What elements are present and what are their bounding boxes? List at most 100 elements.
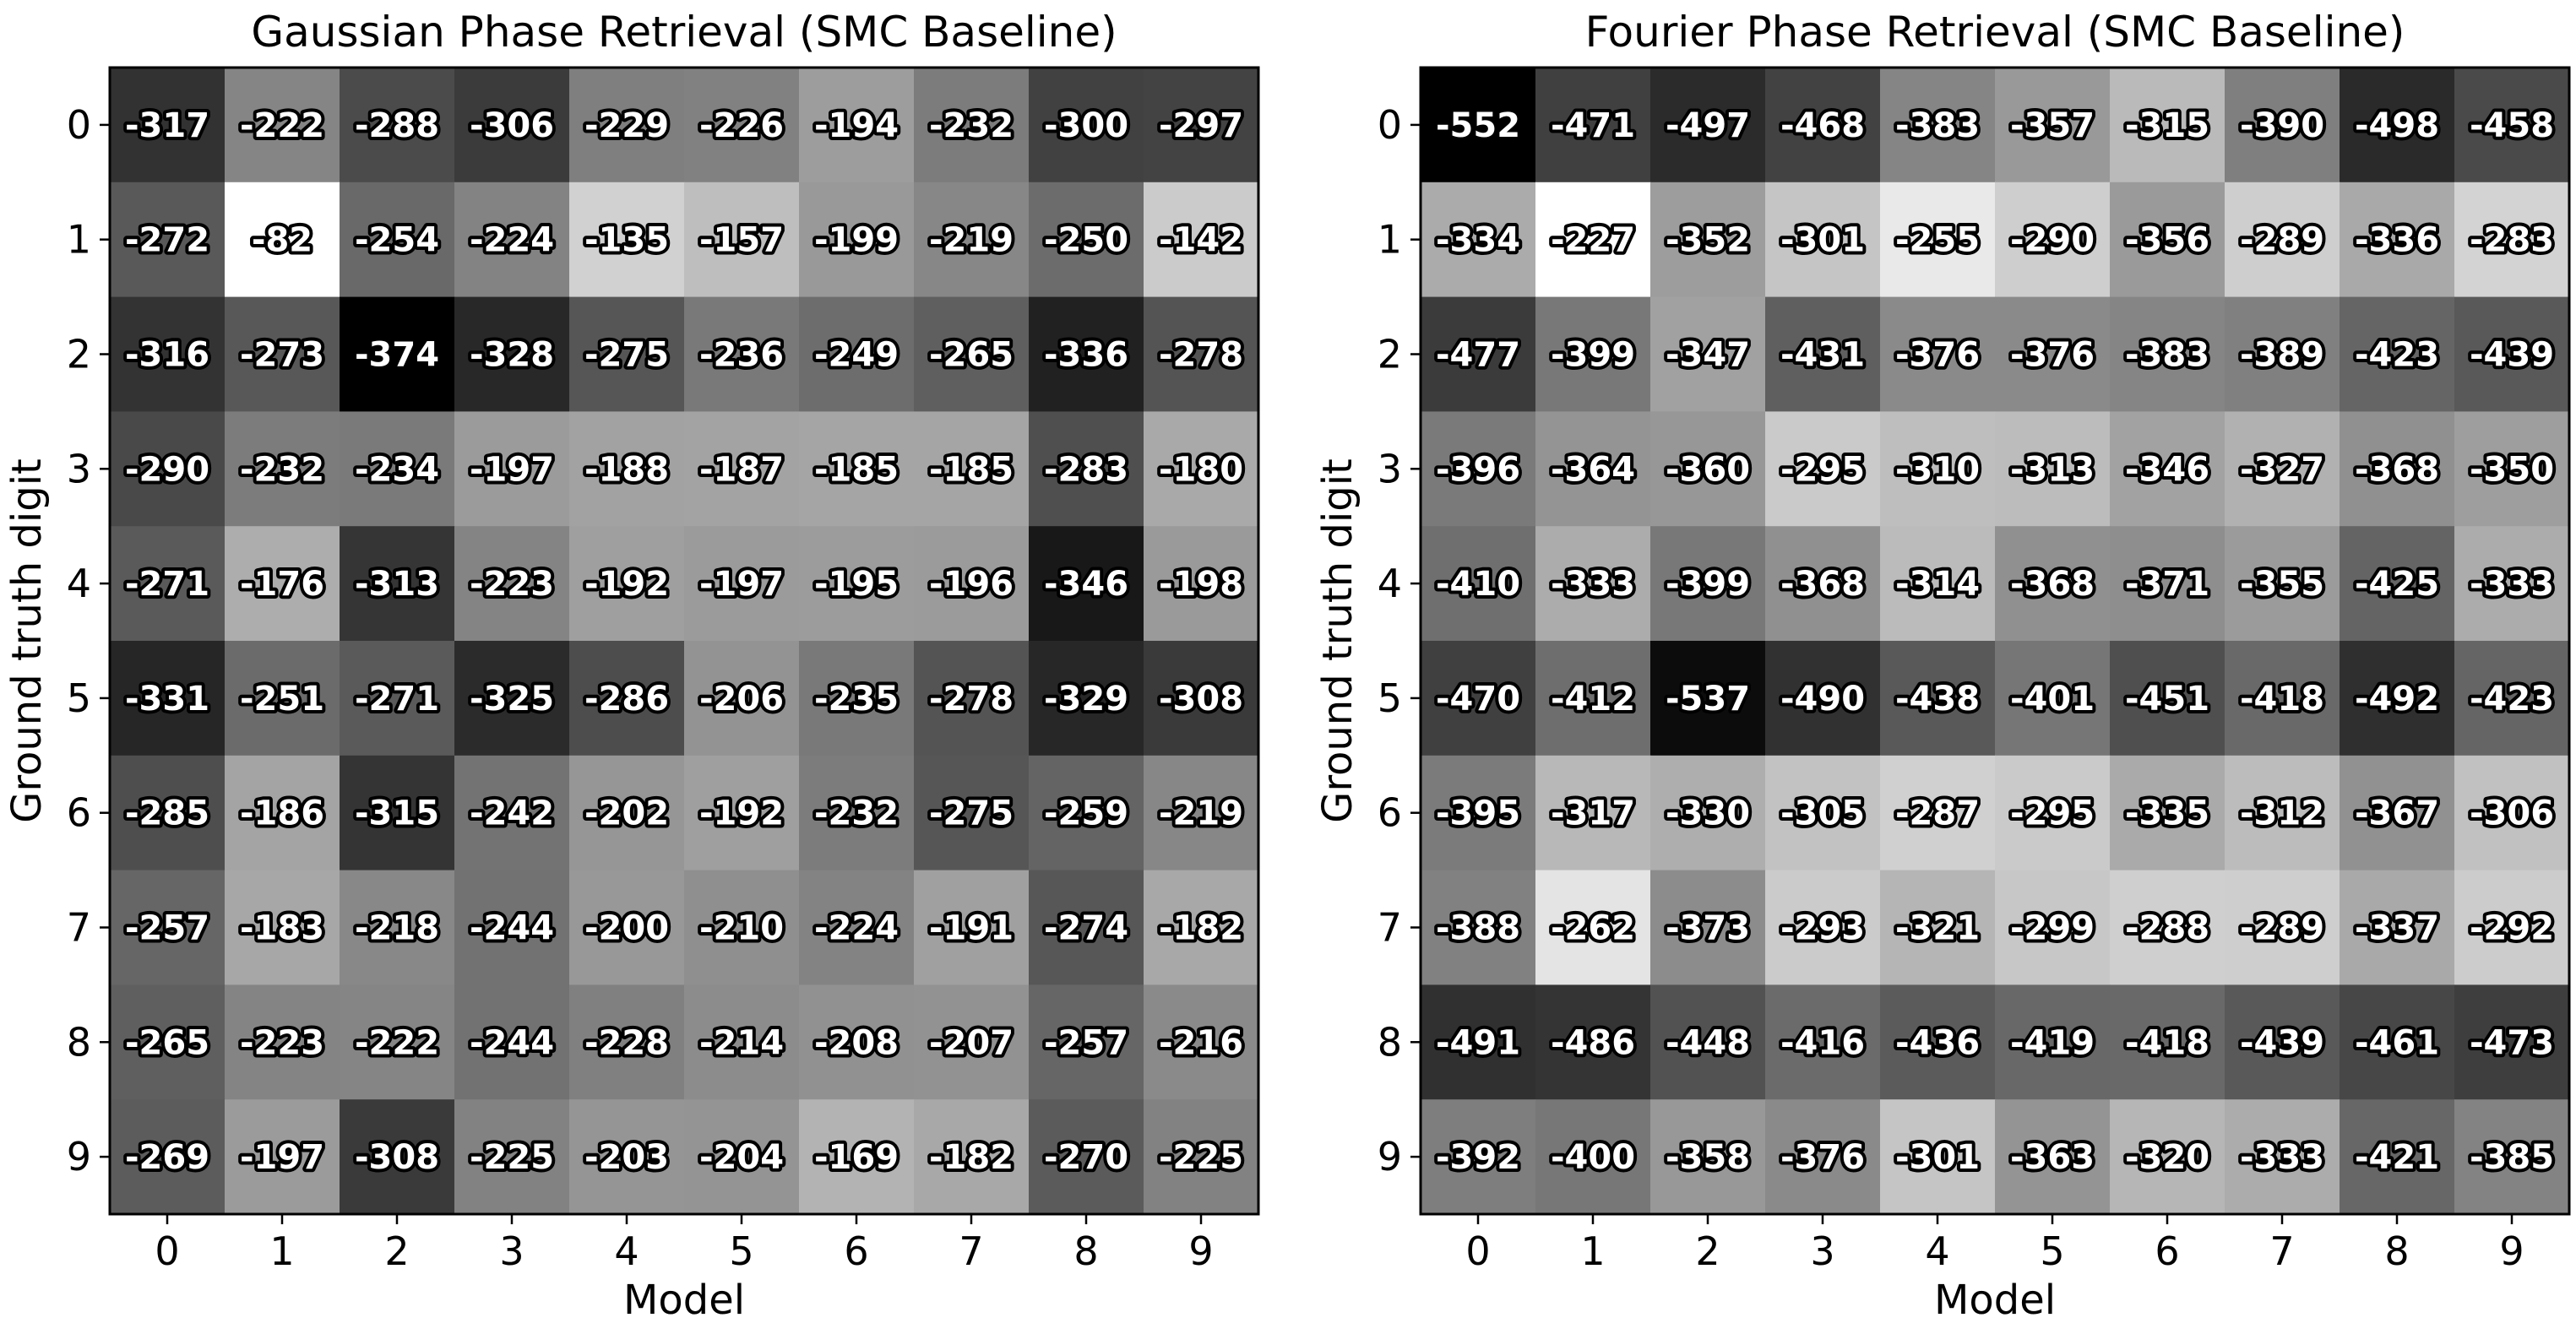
- cell-value-label: -186: [240, 794, 324, 833]
- heatmap-cell: [569, 641, 685, 756]
- heatmap-cell: [914, 984, 1030, 1100]
- cell-value-label: -385: [2470, 1138, 2554, 1177]
- cell-value-label: -214: [699, 1023, 784, 1062]
- cell-value-label: -451: [2125, 680, 2209, 719]
- heatmap-cell: [2454, 1099, 2570, 1215]
- cell-value-label: -271: [355, 680, 439, 719]
- cell-value-label: -321: [1895, 909, 1980, 948]
- heatmap-cell: [1029, 296, 1144, 412]
- cell-value-label: -376: [1895, 336, 1980, 375]
- cell-value-label: -197: [699, 565, 784, 604]
- x-tick-label: 3: [499, 1228, 524, 1274]
- heatmap-cell: [1650, 641, 1766, 756]
- heatmap-cell: [914, 182, 1030, 298]
- cell-value-label: -368: [2355, 450, 2439, 489]
- heatmap-cell: [569, 984, 685, 1100]
- x-tick-label: 4: [614, 1228, 639, 1274]
- cell-value-label: -490: [1780, 680, 1865, 719]
- heatmap-cell: [1995, 526, 2111, 642]
- y-tick-label: 4: [1378, 561, 1402, 606]
- cell-value-label: -336: [1044, 336, 1128, 375]
- cell-value-label: -537: [1666, 680, 1750, 719]
- cell-value-label: -418: [2125, 1023, 2209, 1062]
- heatmap-cell: [569, 526, 685, 642]
- cell-value-label: -317: [1551, 794, 1635, 833]
- heatmap-cell: [1535, 870, 1651, 985]
- heatmap-cell: [1995, 984, 2111, 1100]
- heatmap-cell: [1880, 182, 1996, 298]
- y-tick-label: 7: [1378, 905, 1402, 951]
- cell-value-label: -320: [2125, 1138, 2209, 1177]
- cell-value-label: -368: [1780, 565, 1865, 604]
- cell-value-label: -295: [2010, 794, 2095, 833]
- cell-value-label: -412: [1551, 680, 1635, 719]
- cell-value-label: -272: [125, 221, 209, 260]
- heatmap-cell: [1421, 411, 1536, 527]
- heatmap-cell: [2110, 870, 2225, 985]
- heatmap-cell: [914, 870, 1030, 985]
- cell-value-label: -254: [355, 221, 439, 260]
- heatmap-cell: [684, 68, 800, 183]
- cell-value-label: -333: [2240, 1138, 2324, 1177]
- y-tick-label: 9: [1378, 1134, 1402, 1179]
- heatmap-cell: [1765, 641, 1881, 756]
- heatmap-cell: [2225, 1099, 2340, 1215]
- cell-value-label: -232: [240, 450, 324, 489]
- heatmap-cell: [1765, 68, 1881, 183]
- cell-value-label: -423: [2355, 336, 2439, 375]
- heatmap-cell: [1650, 526, 1766, 642]
- cell-value-label: -202: [584, 794, 669, 833]
- heatmap-cell: [2225, 870, 2340, 985]
- heatmap-cell: [1029, 526, 1144, 642]
- heatmap-cell: [799, 641, 915, 756]
- cell-value-label: -376: [1780, 1138, 1865, 1177]
- cell-value-label: -223: [470, 565, 554, 604]
- cell-value-label: -315: [2125, 106, 2209, 145]
- x-tick-label: 6: [844, 1228, 868, 1274]
- cell-value-label: -374: [355, 336, 439, 375]
- heatmap-cell: [1765, 296, 1881, 412]
- cell-value-label: -262: [1551, 909, 1635, 948]
- heatmap-cell: [2225, 411, 2340, 527]
- cell-value-label: -438: [1895, 680, 1980, 719]
- heatmap-cell: [225, 182, 340, 298]
- heatmap-cell: [1650, 68, 1766, 183]
- cell-value-label: -249: [814, 336, 899, 375]
- cell-value-label: -195: [814, 565, 899, 604]
- heatmap-cell: [2454, 984, 2570, 1100]
- cell-value-label: -224: [814, 909, 899, 948]
- cell-value-label: -176: [240, 565, 324, 604]
- cell-value-label: -498: [2355, 106, 2439, 145]
- cell-value-label: -416: [1780, 1023, 1865, 1062]
- y-tick-label: 4: [67, 561, 91, 606]
- heatmap-cell: [2225, 182, 2340, 298]
- cell-value-label: -383: [2125, 336, 2209, 375]
- heatmap-cell: [684, 296, 800, 412]
- heatmap-cell: [454, 984, 570, 1100]
- cell-value-label: -336: [2355, 221, 2439, 260]
- y-tick-label: 7: [67, 905, 91, 951]
- cell-value-label: -330: [1666, 794, 1750, 833]
- cell-value-label: -350: [2470, 450, 2554, 489]
- cell-value-label: -194: [814, 106, 899, 145]
- y-tick-label: 8: [67, 1019, 91, 1065]
- cell-value-label: -142: [1159, 221, 1243, 260]
- heatmap-cell: [1995, 870, 2111, 985]
- heatmap-cell: [1995, 296, 2111, 412]
- cell-value-label: -225: [1159, 1138, 1243, 1177]
- cell-value-label: -203: [584, 1138, 669, 1177]
- cell-value-label: -180: [1159, 450, 1243, 489]
- y-axis-label: Ground truth digit: [3, 458, 51, 823]
- heatmap-cell: [1535, 68, 1651, 183]
- cell-value-label: -200: [584, 909, 669, 948]
- heatmap-cell: [1880, 641, 1996, 756]
- heatmap-cell: [1029, 182, 1144, 298]
- cell-value-label: -227: [1551, 221, 1635, 260]
- heatmap-cell: [799, 1099, 915, 1215]
- cell-value-label: -224: [470, 221, 554, 260]
- cell-value-label: -313: [2010, 450, 2095, 489]
- heatmap-cell: [2340, 526, 2455, 642]
- heatmap-cell: [1650, 182, 1766, 298]
- heatmap-cell: [1421, 182, 1536, 298]
